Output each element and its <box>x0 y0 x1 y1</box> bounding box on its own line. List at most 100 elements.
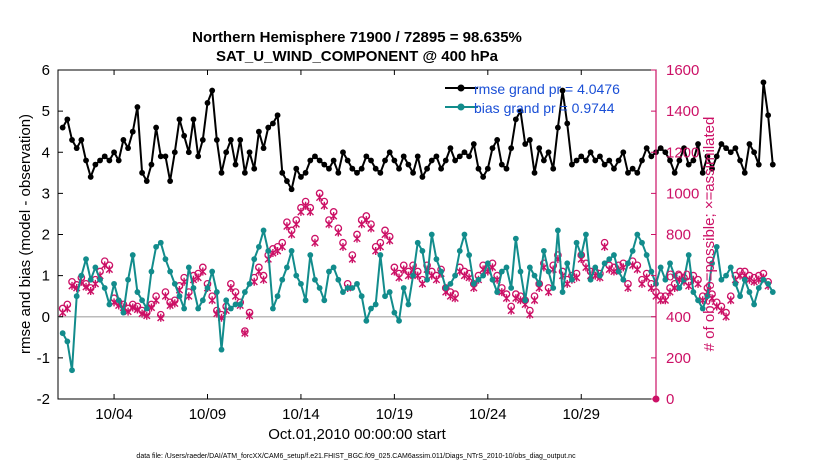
bias-point <box>419 248 426 254</box>
left-axis-ticks: -2 -1 0 1 2 3 4 5 6 <box>37 62 63 408</box>
bias-point <box>732 280 739 287</box>
rmse-point <box>625 169 631 176</box>
rmse-point <box>349 165 356 172</box>
rmse-point <box>765 112 772 119</box>
bias-point <box>583 231 589 238</box>
bias-point <box>587 276 594 283</box>
obs-assimilated-point <box>685 281 693 290</box>
rmse-point <box>125 145 131 152</box>
rmse-point <box>358 165 365 172</box>
rmse-point <box>97 157 103 164</box>
obs-assimilated-point <box>414 271 422 280</box>
obs-assimilated-point <box>362 216 371 225</box>
bias-point <box>246 280 253 287</box>
rmse-point <box>494 137 501 143</box>
bias-point <box>382 293 388 300</box>
bias-point <box>540 248 547 254</box>
bias-point <box>433 256 440 263</box>
bias-point <box>153 243 160 250</box>
bias-point <box>620 276 627 283</box>
bias-point <box>545 268 552 275</box>
obs-assimilated-point <box>526 310 534 319</box>
obs-assimilated-point <box>152 296 160 305</box>
bias-point <box>456 248 463 254</box>
rmse-point <box>447 145 454 152</box>
rmse-point <box>648 153 655 160</box>
obs-assimilated-point <box>91 279 100 288</box>
rmse-point <box>354 169 360 176</box>
rmse-point <box>512 116 519 123</box>
bias-point <box>625 260 631 267</box>
rmse-point <box>676 157 683 164</box>
rmse-point <box>176 116 183 123</box>
rmse-point <box>410 169 416 176</box>
obs-assimilated-point <box>283 222 291 231</box>
rmse-point <box>111 149 117 156</box>
bias-point <box>629 248 636 254</box>
bias-point <box>279 276 286 283</box>
bias-point <box>414 239 421 246</box>
bias-point <box>676 285 683 291</box>
rmse-point <box>386 149 393 156</box>
y2-tick-label: 600 <box>666 268 691 285</box>
rmse-point <box>657 145 664 152</box>
bias-point <box>765 280 772 287</box>
bias-point <box>162 256 169 263</box>
obs-assimilated-point <box>600 242 609 251</box>
rmse-point <box>340 149 346 156</box>
bias-point <box>498 268 505 275</box>
bias-point <box>148 268 155 275</box>
bias-point <box>718 276 725 283</box>
y-tick-label: 3 <box>42 185 50 202</box>
obs-assimilated-point <box>381 230 389 239</box>
bias-point <box>550 285 557 291</box>
obs-assimilated-point <box>544 288 553 297</box>
bias-point <box>648 268 655 275</box>
bias-point <box>667 260 673 267</box>
legend-bias-label: bias grand pr = 0.9744 <box>474 100 615 116</box>
bias-point <box>106 301 113 308</box>
bias-point <box>69 367 75 374</box>
bias-point <box>251 256 258 263</box>
obs-assimilated-point <box>241 329 249 338</box>
rmse-series <box>59 79 776 193</box>
rmse-point <box>106 157 113 164</box>
rmse-point <box>73 145 80 152</box>
rmse-point <box>573 157 580 164</box>
bias-point <box>78 272 85 279</box>
bias-point <box>265 248 272 254</box>
bias-point <box>83 256 89 263</box>
bias-series <box>59 227 776 374</box>
bias-point <box>134 289 141 295</box>
obs-assimilated-point <box>143 311 151 320</box>
bias-point <box>751 301 758 308</box>
rmse-point <box>288 186 295 193</box>
rmse-point <box>92 161 99 168</box>
rmse-point <box>181 132 188 139</box>
bias-point <box>326 268 332 275</box>
rmse-point <box>227 137 234 143</box>
rmse-point <box>699 169 706 176</box>
obs-assimilated-point <box>301 201 310 210</box>
rmse-point <box>484 165 491 172</box>
bias-point <box>139 297 145 304</box>
bias-point <box>185 264 192 271</box>
bias-point <box>438 268 444 275</box>
rmse-point <box>298 174 304 180</box>
y-tick-label: -1 <box>37 350 50 367</box>
rmse-point <box>615 157 622 164</box>
rmse-point <box>344 157 351 164</box>
bias-point <box>237 301 244 308</box>
rmse-point <box>134 104 141 110</box>
rmse-point <box>732 145 739 152</box>
bias-point <box>512 235 519 242</box>
obs-assimilated-point <box>255 267 263 276</box>
rmse-point <box>255 128 262 135</box>
x-tick-label: 10/24 <box>469 406 507 423</box>
rmse-point <box>480 174 487 180</box>
bias-point <box>321 297 328 304</box>
rmse-point <box>419 174 426 180</box>
obs-assimilated-point <box>334 228 343 237</box>
obs-assimilated-point <box>231 292 240 301</box>
bias-point <box>171 280 178 287</box>
